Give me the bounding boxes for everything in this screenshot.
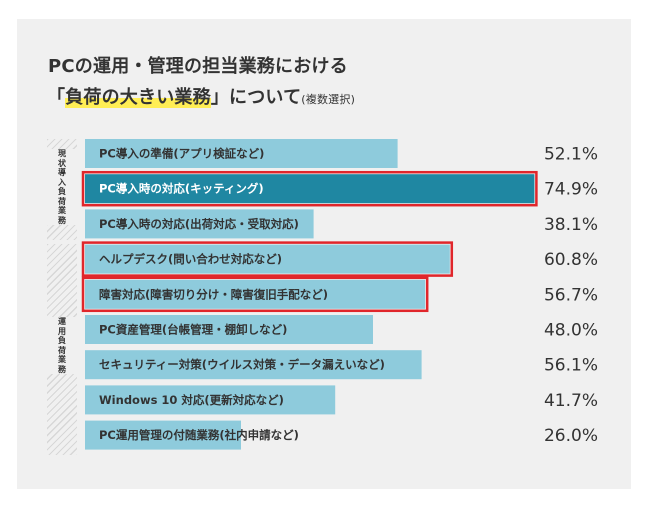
group-band-current: 現状導入負荷業務 [47,139,77,240]
group-band-operation: 運用負荷業務 [47,244,77,455]
chart-title-line2: 「負荷の大きい業務」について(複数選択) [47,83,355,109]
chart-title-line1: PCの運用・管理の担当業務における [48,56,348,77]
title-bracket-open: 「 [47,87,66,108]
title-bracket-close: 」について [210,87,302,108]
group-label-current: 現状導入負荷業務 [47,149,77,225]
group-label-operation: 運用負荷業務 [47,317,77,374]
title-highlight: 負荷の大きい業務 [65,87,211,108]
title-note: (複数選択) [301,93,356,106]
